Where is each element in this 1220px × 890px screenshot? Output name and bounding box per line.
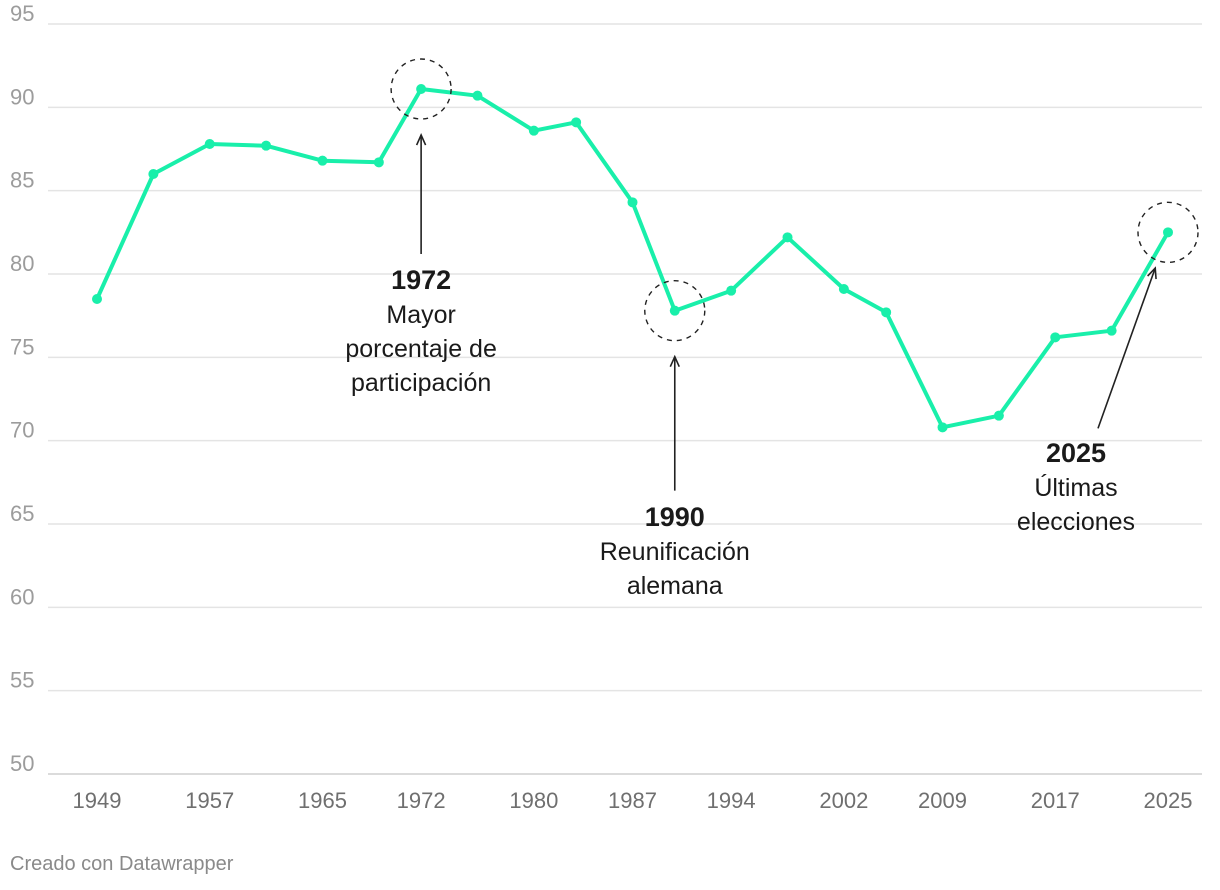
annotation-circle-1990 [644, 279, 706, 342]
data-point-1983 [571, 117, 582, 128]
data-point-1953 [148, 169, 159, 179]
annotation-circle-1972 [390, 58, 452, 120]
annotation-year-2025: 2025 [1046, 438, 1106, 468]
y-tick-label: 85 [10, 168, 34, 193]
data-point-1965 [317, 155, 328, 166]
annotation-text-2025: elecciones [1017, 508, 1135, 536]
data-point-1969 [373, 157, 384, 168]
y-tick-label: 80 [10, 251, 34, 276]
annotation-year-1972: 1972 [391, 265, 451, 295]
x-axis: 1949 1957 1965 1972 1980 1987 1994 2002 2009 2017… [73, 788, 1193, 813]
data-point-1961 [261, 140, 272, 151]
annotation-text-1990: Reunificación [600, 538, 750, 566]
data-point-2005 [881, 307, 892, 318]
x-tick-label: 1987 [608, 788, 657, 813]
y-axis: 50 55 60 65 70 75 80 85 90 95 [10, 1, 34, 776]
x-tick-label: 2009 [918, 788, 967, 813]
data-point-1976 [472, 90, 483, 101]
credit-text: Creado con Datawrapper [10, 853, 234, 875]
y-tick-label: 55 [10, 668, 34, 693]
data-point-1949 [92, 294, 102, 304]
annotation-text-1972: porcentaje de [345, 335, 497, 363]
turnout-line-chart: 50 55 60 65 70 75 80 85 90 95 1949 1957 1965 1972 198… [10, 1, 1202, 813]
annotations: 1972 Mayor porcentaje de participación 1990 R… [345, 58, 1199, 600]
series-line [95, 87, 1170, 430]
x-tick-label: 1994 [707, 788, 756, 813]
data-point-2025 [1163, 227, 1173, 238]
y-tick-label: 60 [10, 584, 34, 609]
data-point-1990 [669, 305, 680, 316]
x-tick-label: 1949 [73, 788, 122, 813]
x-tick-label: 1965 [298, 788, 347, 813]
annotation-text-1990: alemana [627, 572, 723, 600]
x-tick-label: 2017 [1031, 788, 1080, 813]
data-point-2009 [937, 422, 948, 433]
y-tick-label: 65 [10, 501, 34, 526]
x-tick-label: 1980 [509, 788, 558, 813]
x-tick-label: 2025 [1144, 788, 1193, 813]
turnout-series-line [95, 87, 1170, 430]
annotation-text-1972: Mayor [386, 301, 455, 329]
data-point-2021 [1106, 325, 1117, 336]
y-tick-label: 50 [10, 751, 34, 776]
annotation-arrowhead-1972 [415, 133, 427, 146]
x-tick-label: 1957 [185, 788, 234, 813]
annotation-arrow-2025 [1097, 267, 1156, 429]
annotation-text-2025: Últimas [1034, 473, 1117, 502]
data-point-1994 [726, 285, 737, 296]
y-tick-label: 70 [10, 418, 34, 443]
data-point-1980 [528, 125, 539, 136]
data-point-2017 [1050, 332, 1061, 343]
grid-lines [48, 23, 1202, 775]
y-tick-label: 90 [10, 84, 34, 109]
data-point-2002 [838, 284, 849, 294]
series-points [92, 84, 1173, 433]
data-point-1998 [782, 232, 793, 243]
data-point-1957 [204, 139, 215, 149]
data-point-1987 [627, 197, 638, 208]
annotation-circle-2025 [1137, 201, 1199, 264]
annotation-text-1972: participación [351, 369, 491, 397]
y-tick-label: 75 [10, 334, 34, 359]
x-tick-label: 2002 [819, 788, 868, 813]
annotation-arrowhead-1990 [669, 354, 680, 368]
y-tick-label: 95 [10, 1, 34, 26]
data-point-1972 [416, 84, 427, 94]
annotation-arrowhead-2025 [1147, 266, 1157, 280]
annotation-year-1990: 1990 [645, 502, 705, 532]
x-tick-label: 1972 [397, 788, 446, 813]
data-point-2013 [993, 410, 1004, 421]
